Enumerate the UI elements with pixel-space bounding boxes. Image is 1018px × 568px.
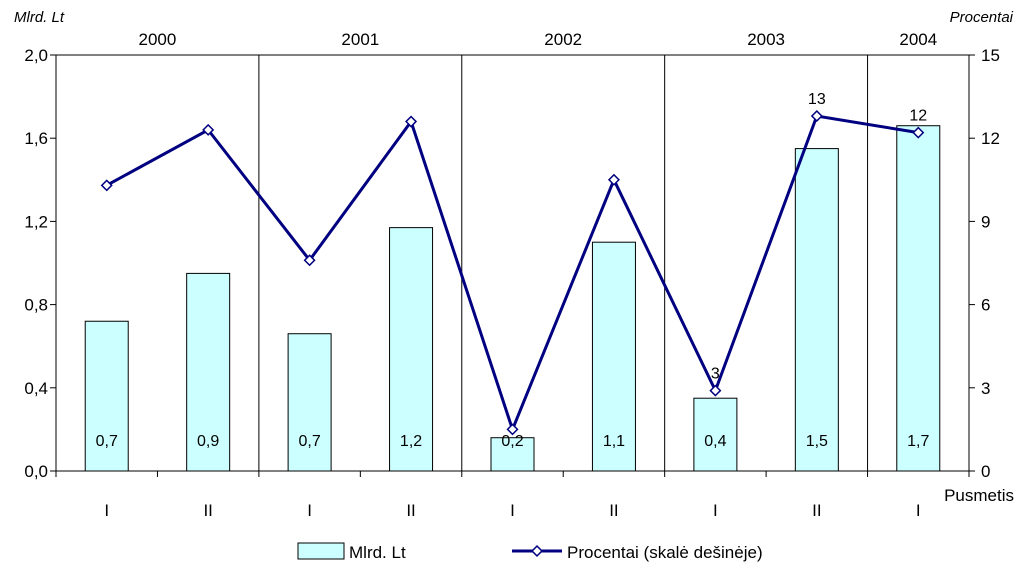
x-tick-label: I	[510, 501, 515, 520]
left-tick-label: 1,6	[24, 129, 48, 148]
x-tick-label: I	[713, 501, 718, 520]
left-tick-label: 0,8	[24, 296, 48, 315]
bar	[794, 148, 839, 472]
bar	[591, 241, 636, 472]
right-tick-label: 9	[981, 212, 990, 231]
year-label: 2003	[747, 30, 785, 49]
plot-area: 2000 2001 2002 2003 2004 0,0 0,4 0,8 1,2 1,6 2,0 0 3…	[24, 30, 1000, 520]
legend-label-bars: Mlrd. Lt	[349, 543, 406, 562]
x-tick-label: II	[203, 501, 212, 520]
year-label: 2004	[899, 30, 937, 49]
bar-value-label: 0,7	[96, 433, 118, 450]
left-tick-label: 1,2	[24, 212, 48, 231]
line-point	[303, 254, 316, 267]
right-tick-label: 0	[981, 462, 990, 481]
x-tick-label: II	[812, 501, 821, 520]
line-point	[506, 423, 519, 436]
left-tick-label: 0,4	[24, 379, 48, 398]
bar	[693, 397, 738, 472]
bar	[84, 320, 129, 472]
line-point	[405, 115, 418, 128]
bar-value-label: 0,2	[501, 433, 523, 450]
legend-label-line: Procentai (skalė dešinėje)	[567, 543, 763, 562]
x-tick-label: I	[916, 501, 921, 520]
line-point	[202, 123, 215, 136]
x-tick-label: II	[609, 501, 618, 520]
line-point	[810, 110, 823, 123]
line-value-label: 12	[909, 108, 927, 125]
bar	[186, 272, 231, 472]
bar-value-label: 0,9	[197, 433, 219, 450]
year-label: 2001	[341, 30, 379, 49]
bar-value-label: 1,1	[603, 433, 625, 450]
line-point	[912, 126, 925, 139]
right-axis-title: Procentai	[950, 9, 1014, 26]
bar-value-label: 0,7	[298, 433, 320, 450]
bar	[896, 125, 941, 472]
year-label: 2002	[544, 30, 582, 49]
x-axis-title: Pusmetis	[944, 486, 1014, 505]
bar	[287, 333, 332, 472]
bar-value-label: 0,4	[704, 433, 726, 450]
line-value-label: 3	[711, 366, 720, 383]
line-value-label: 13	[808, 91, 826, 108]
legend-swatch-marker	[530, 544, 544, 558]
line-point	[709, 384, 722, 397]
left-axis-title: Mlrd. Lt	[14, 9, 65, 26]
x-tick-label: II	[406, 501, 415, 520]
right-tick-label: 12	[981, 129, 1000, 148]
line-point	[100, 179, 113, 192]
bar-value-label: 1,5	[806, 433, 828, 450]
bar	[389, 227, 434, 472]
bar-value-label: 1,2	[400, 433, 422, 450]
bar-value-label: 1,7	[907, 433, 929, 450]
x-tick-label: I	[307, 501, 312, 520]
legend-swatch-bars	[297, 542, 345, 560]
bar	[490, 437, 535, 472]
x-tick-label: I	[104, 501, 109, 520]
right-tick-label: 6	[981, 296, 990, 315]
left-tick-label: 2,0	[24, 46, 48, 65]
year-label: 2000	[139, 30, 177, 49]
line-point	[607, 173, 620, 186]
right-tick-label: 15	[981, 46, 1000, 65]
right-tick-label: 3	[981, 379, 990, 398]
left-tick-label: 0,0	[24, 462, 48, 481]
